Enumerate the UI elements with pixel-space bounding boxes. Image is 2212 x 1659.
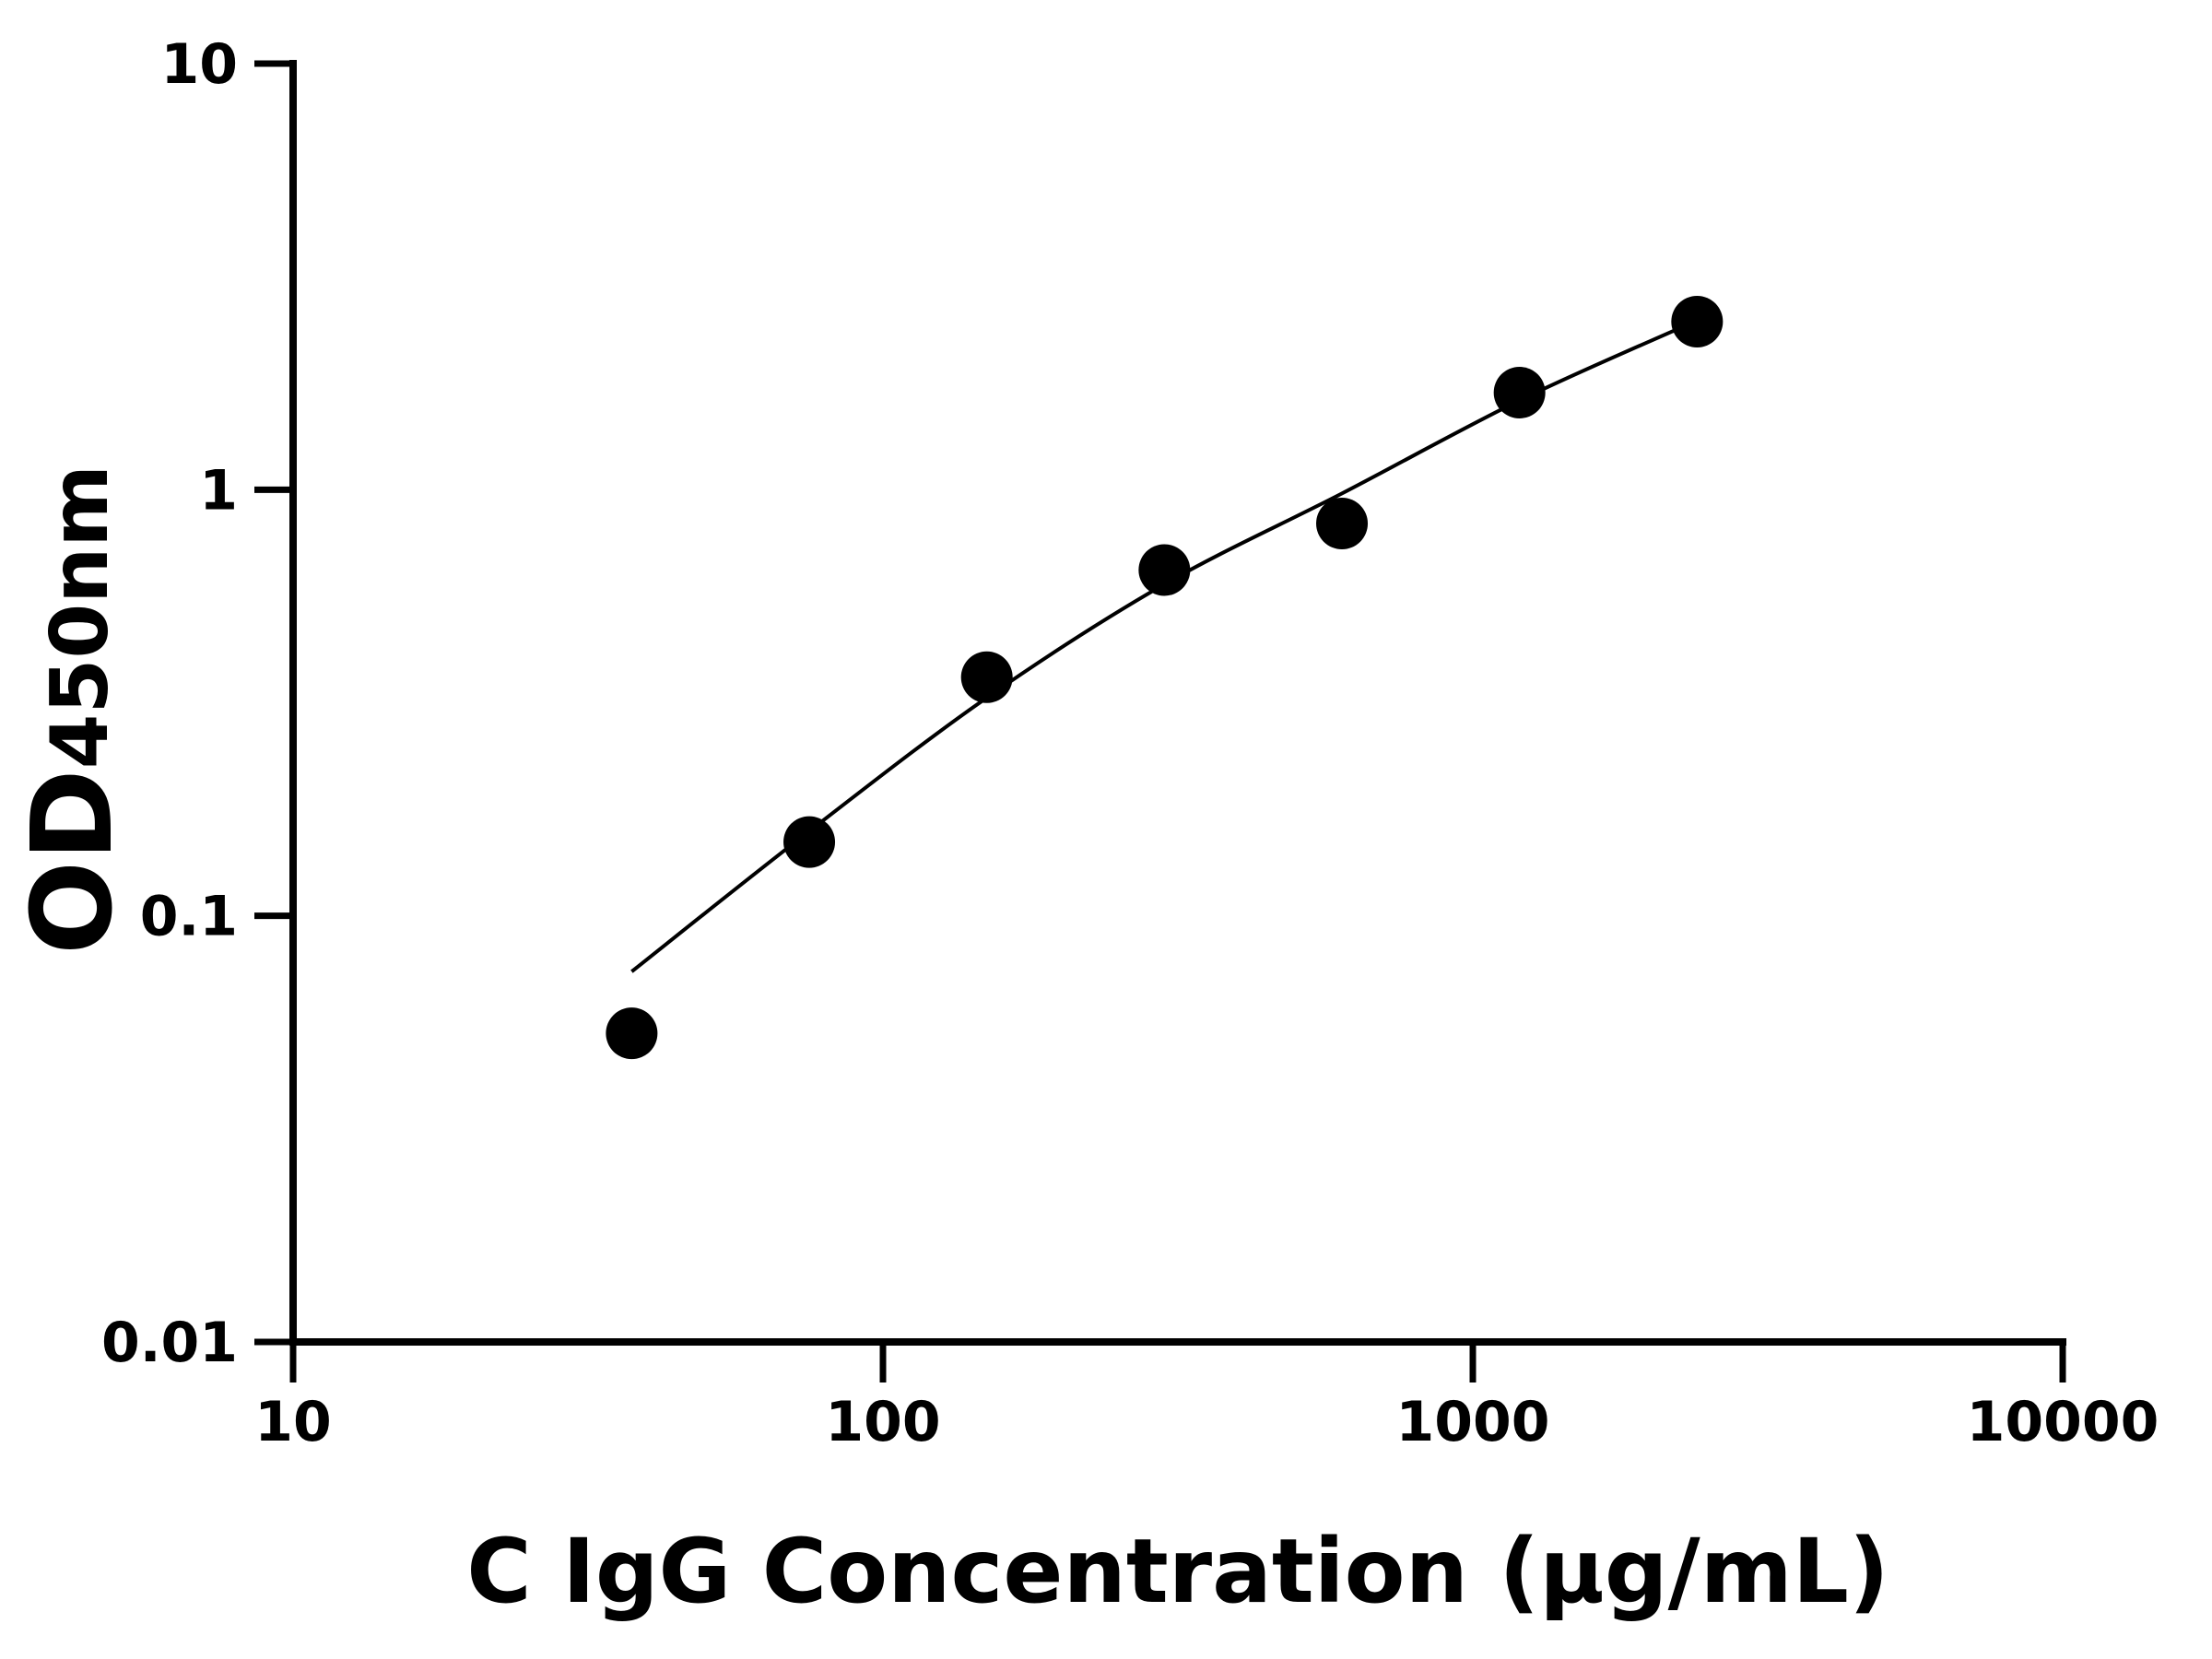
x-tick-label: 1000 <box>1396 1390 1550 1454</box>
y-axis-label-main: OD <box>9 769 137 955</box>
y-tick-label: 10 <box>161 32 239 97</box>
x-axis-label: C IgG Concentration (μg/mL) <box>466 1520 1889 1623</box>
data-point <box>1316 498 1369 550</box>
data-point <box>1493 366 1546 418</box>
data-point <box>960 651 1013 703</box>
tick-labels: 0.01 0.1 1 10 10 100 1000 10000 <box>101 32 2159 1454</box>
points-group <box>606 295 1724 1060</box>
x-tick-label: 10 <box>254 1390 332 1454</box>
y-axis-label: OD450nm <box>9 465 137 955</box>
y-tick-label: 0.01 <box>101 1311 238 1375</box>
data-point <box>783 816 836 868</box>
y-tick-label: 1 <box>199 458 238 523</box>
y-axis-label-subscript: 450nm <box>34 465 126 769</box>
axes <box>254 60 2066 1382</box>
y-tick-label: 0.1 <box>140 885 238 949</box>
x-tick-label: 100 <box>825 1390 940 1454</box>
x-tick-label: 10000 <box>1967 1390 2159 1454</box>
fit-curve-group <box>630 325 1682 973</box>
data-point <box>1138 544 1191 596</box>
data-point <box>1671 295 1724 347</box>
data-point <box>606 1007 658 1060</box>
fit-curve <box>630 325 1682 973</box>
